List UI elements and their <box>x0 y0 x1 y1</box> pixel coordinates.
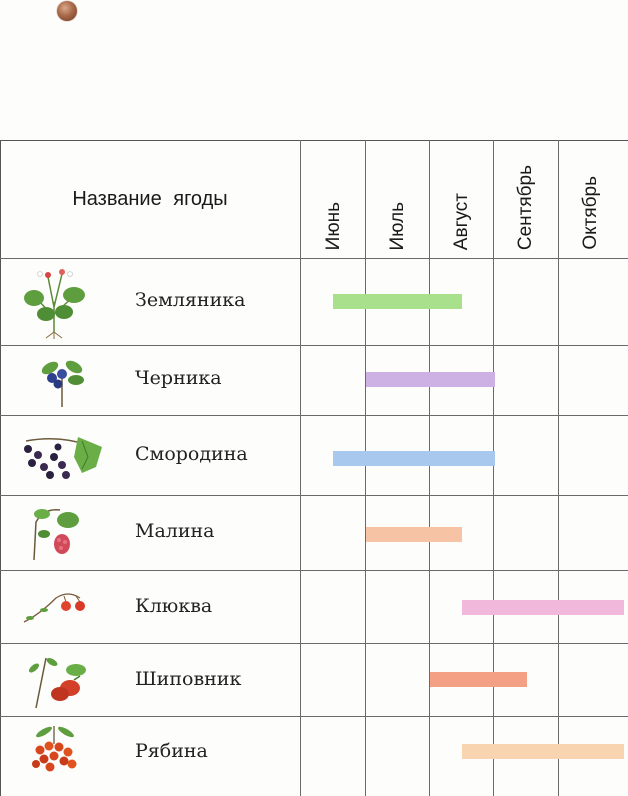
grid-line <box>0 258 628 259</box>
season-bar-raspberry <box>365 527 463 542</box>
rowan-plant-icon <box>32 726 77 772</box>
month-label: Июнь <box>323 201 344 250</box>
blueberry-plant-icon <box>41 360 84 407</box>
grid-line <box>0 643 628 644</box>
grid-line <box>0 570 628 571</box>
grid-line <box>429 140 430 796</box>
month-label: Сентябрь <box>515 164 536 250</box>
grid-line <box>0 345 628 346</box>
grid-line <box>300 140 301 796</box>
berry-name-currant: Смородина <box>135 443 248 465</box>
month-header-october: Октябрь <box>559 140 623 258</box>
bullet-dot-icon <box>57 1 77 21</box>
grid-line <box>0 716 628 717</box>
month-label: Октябрь <box>580 176 601 250</box>
currant-plant-icon <box>24 437 102 479</box>
season-bar-cranberry <box>462 600 624 615</box>
grid-line <box>0 495 628 496</box>
berry-name-rosehip: Шиповник <box>135 668 242 690</box>
grid-line <box>365 140 366 796</box>
berry-ripening-table <box>0 140 628 796</box>
month-label: Август <box>451 192 472 250</box>
month-header-september: Сентябрь <box>494 140 558 258</box>
season-bar-rowan <box>462 744 624 759</box>
season-bar-blueberry <box>365 372 495 387</box>
berry-name-strawberry: Земляника <box>135 289 246 311</box>
season-bar-currant <box>333 451 495 466</box>
column-header-berry-name: Название ягоды <box>72 187 228 210</box>
month-header-august: Август <box>430 140 494 258</box>
strawberry-plant-icon <box>24 269 85 339</box>
berry-name-rowan: Рябина <box>135 740 208 762</box>
berry-name-raspberry: Малина <box>135 520 215 542</box>
grid-line <box>558 140 559 796</box>
month-header-july: Июль <box>366 140 430 258</box>
rosehip-plant-icon <box>29 657 86 709</box>
grid-line <box>0 415 628 416</box>
season-bar-strawberry <box>333 294 463 309</box>
month-label: Июль <box>387 201 408 250</box>
season-bar-rosehip <box>430 672 527 687</box>
month-header-june: Июнь <box>302 140 366 258</box>
berry-name-blueberry: Черника <box>135 367 222 389</box>
raspberry-plant-icon <box>33 509 79 561</box>
grid-line <box>493 140 494 796</box>
berry-name-cranberry: Клюква <box>135 595 213 617</box>
cranberry-plant-icon <box>23 593 85 623</box>
